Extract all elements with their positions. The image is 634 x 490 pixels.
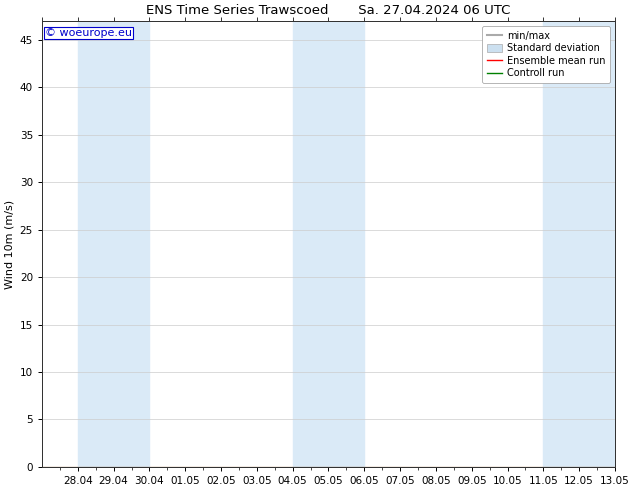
Y-axis label: Wind 10m (m/s): Wind 10m (m/s)	[4, 199, 14, 289]
Bar	[78, 21, 113, 467]
Bar	[543, 21, 579, 467]
Title: ENS Time Series Trawscoed       Sa. 27.04.2024 06 UTC: ENS Time Series Trawscoed Sa. 27.04.2024…	[146, 4, 510, 17]
Bar	[293, 21, 328, 467]
Bar	[113, 21, 150, 467]
Legend: min/max, Standard deviation, Ensemble mean run, Controll run: min/max, Standard deviation, Ensemble me…	[482, 26, 610, 83]
Bar	[579, 21, 615, 467]
Bar	[328, 21, 365, 467]
Text: © woeurope.eu: © woeurope.eu	[45, 28, 132, 38]
